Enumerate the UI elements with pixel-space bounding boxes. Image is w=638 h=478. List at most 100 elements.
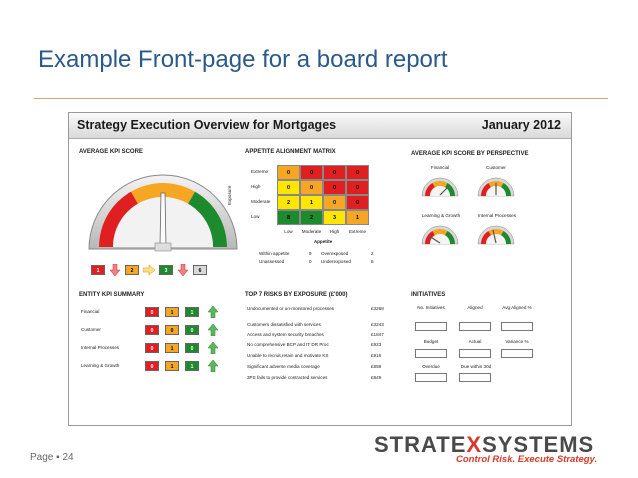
risk-name: Unable to recruit,retain and motivate KS: [247, 353, 329, 358]
matrix-cell: 0: [346, 195, 369, 210]
board-date: January 2012: [481, 118, 561, 132]
initiatives-aligned-label: Aligned: [467, 305, 483, 310]
gauge-label-customer: Customer: [486, 165, 506, 170]
matrix-cell: 0: [277, 180, 300, 195]
initiatives-actual-box: [459, 349, 491, 358]
matrix-col-label: Low: [284, 229, 293, 234]
logo-x: X: [466, 432, 483, 457]
logo-tagline: Control Risk. Execute Strategy.: [456, 454, 598, 465]
logo-part3: SYSTEMS: [482, 432, 595, 457]
risk-name: Undocumented or un-monitored processes: [247, 306, 335, 311]
matrix-y-axis-label: Exposure: [227, 185, 232, 205]
entity-kpi-amber: 0: [165, 325, 179, 335]
risk-value: £3243: [371, 322, 384, 327]
mini-gauge: [477, 177, 515, 197]
entity-kpi-red: 0: [145, 361, 159, 371]
matrix-cell: 1: [300, 195, 323, 210]
initiatives-due-box: [459, 373, 491, 382]
kpi-green-count: 3: [159, 265, 173, 275]
up-arrow-icon: [207, 360, 219, 372]
matrix-heading: APPETITE ALIGNMENT MATRIX: [245, 149, 336, 155]
matrix-cell: 2: [277, 195, 300, 210]
risk-value: £849: [371, 375, 382, 380]
stat-overexposed-value: 2: [371, 251, 374, 256]
entity-kpi-red: 0: [145, 307, 159, 317]
risks-heading: TOP 7 RISKS BY EXPOSURE (£'000): [245, 292, 348, 298]
entity-kpi-amber: 1: [165, 307, 179, 317]
initiatives-aligned-box: [459, 322, 491, 331]
page-number: 24: [62, 452, 74, 463]
company-logo: STRATEXSYSTEMS: [374, 432, 594, 458]
initiatives-budget-label: Budget: [423, 339, 439, 344]
matrix-x-axis-label: Appetite: [313, 239, 333, 244]
matrix-cell: 0: [323, 195, 346, 210]
matrix-row-label: Moderate: [251, 199, 271, 204]
logo-part1: STRATE: [374, 432, 467, 457]
avg-kpi-gauge: [88, 174, 238, 252]
matrix-cell: 0: [346, 180, 369, 195]
stat-within-appetite-value: 9: [309, 251, 312, 256]
down-arrow-icon: [109, 264, 121, 276]
matrix-cell: 0: [300, 165, 323, 180]
risk-value: £923: [371, 342, 382, 347]
initiatives-heading: INITIATIVES: [411, 292, 446, 298]
entity-kpi-green: 0: [185, 343, 199, 353]
stat-within-appetite-label: Within appetite: [259, 251, 290, 256]
entity-kpi-red: 0: [145, 343, 159, 353]
entity-kpi-red: 0: [145, 325, 159, 335]
stat-unassessed-label: Unassessed: [259, 259, 285, 264]
initiatives-overdue-box: [415, 373, 447, 382]
initiatives-avg-aligned-box: [501, 322, 533, 331]
perspective-heading: AVERAGE KPI SCORE BY PERSPECTIVE: [411, 151, 529, 157]
matrix-row-label: Low: [251, 214, 260, 219]
kpi-grey-count: 6: [193, 265, 207, 275]
initiatives-count-box: [415, 322, 447, 331]
stat-overexposed-label: Overexposed: [321, 251, 349, 256]
right-arrow-icon: [143, 264, 155, 276]
entity-name: Internal Processes: [81, 345, 120, 350]
entity-kpi-green: 1: [185, 307, 199, 317]
matrix-col-label: Extreme: [348, 229, 367, 234]
page-footer: Page ▪ 24: [30, 452, 74, 463]
kpi-red-count: 1: [91, 265, 105, 275]
risk-name: No comprehensive BCP and IT DR Proc: [247, 342, 329, 347]
up-arrow-icon: [207, 342, 219, 354]
up-arrow-icon: [207, 306, 219, 318]
matrix-cell: 0: [323, 165, 346, 180]
board-report: Strategy Execution Overview for Mortgage…: [68, 112, 572, 426]
initiatives-count-label: No. Initiatives: [417, 305, 445, 310]
matrix-cell: 0: [323, 180, 346, 195]
page-label: Page: [30, 452, 54, 463]
risk-value: £916: [371, 353, 382, 358]
entity-name: Financial: [81, 309, 100, 314]
matrix-cell: 2: [300, 210, 323, 225]
board-title: Strategy Execution Overview for Mortgage…: [77, 118, 337, 132]
matrix-col-label: High: [329, 229, 340, 234]
risk-name: 3PS fails to provide contracted services: [247, 375, 328, 380]
gauge-label-financial: Financial: [430, 165, 450, 170]
matrix-row-label: Extreme: [251, 169, 269, 174]
entity-name: Learning & Growth: [81, 363, 120, 368]
risk-value: £3268: [371, 306, 384, 311]
initiatives-avg-aligned-label: Avg Aligned %: [502, 305, 532, 310]
initiatives-due-label: Due within 30d: [460, 364, 492, 369]
gauge-label-learning: Learning & Growth: [421, 213, 461, 218]
risk-name: Customers dissatisfied with services: [247, 322, 321, 327]
mini-gauge: [421, 225, 459, 245]
stat-unassessed-value: 0: [309, 259, 312, 264]
risk-value: £1847: [371, 332, 384, 337]
slide-title: Example Front-page for a board report: [38, 46, 448, 73]
mini-gauge: [477, 225, 515, 245]
matrix-cell: 1: [346, 210, 369, 225]
gauge-label-internal: Internal Processes: [477, 213, 517, 218]
entity-kpi-amber: 1: [165, 361, 179, 371]
entity-heading: ENTITY KPI SUMMARY: [79, 292, 145, 298]
initiatives-overdue-label: Overdue: [422, 364, 440, 369]
mini-gauge: [421, 177, 459, 197]
entity-kpi-green: 1: [185, 361, 199, 371]
initiatives-variance-box: [501, 349, 533, 358]
matrix-cell: 0: [346, 165, 369, 180]
matrix-cell: 8: [277, 210, 300, 225]
matrix-cell: 0: [277, 165, 300, 180]
matrix-col-label: Moderate: [301, 229, 322, 234]
